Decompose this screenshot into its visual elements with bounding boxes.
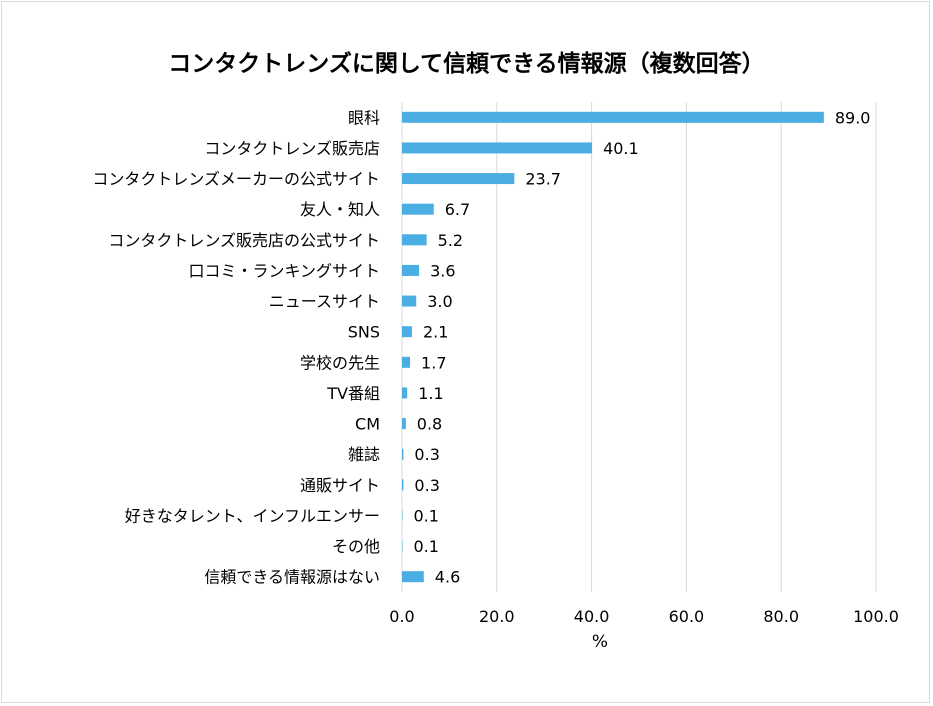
category-label: CM [355,415,380,434]
x-tick-label: 100.0 [853,607,899,626]
value-label: 3.6 [430,261,455,280]
bar [402,295,417,307]
value-label: 89.0 [835,108,871,127]
x-tick-label: 80.0 [763,607,799,626]
value-label: 1.7 [421,353,446,372]
x-tick-label: 0.0 [389,607,414,626]
value-label: 6.7 [445,200,470,219]
category-label: 口コミ・ランキングサイト [188,261,380,280]
x-tick-label: 20.0 [479,607,515,626]
x-tick-label: 60.0 [669,607,705,626]
bar [402,479,404,491]
value-label: 0.8 [417,415,442,434]
value-label: 0.1 [413,506,438,525]
bar [402,571,424,583]
category-label: 通販サイト [300,476,380,495]
category-label: 学校の先生 [300,353,380,372]
category-label: 友人・知人 [300,200,380,219]
x-tick-label: 40.0 [574,607,610,626]
category-label: 信頼できる情報源はない [204,568,380,587]
category-label: その他 [332,537,380,556]
category-label: 眼科 [348,108,380,127]
value-label: 5.2 [438,231,463,250]
category-label: 好きなタレント、インフルエンサー [125,506,380,525]
category-label: TV番組 [326,384,380,403]
category-label: ニュースサイト [269,292,380,311]
bar [402,356,411,368]
category-label: コンタクトレンズメーカーの公式サイト [92,170,380,189]
value-label: 0.3 [414,445,439,464]
category-label: 雑誌 [348,445,380,464]
value-label: 1.1 [418,384,443,403]
bar [402,326,412,338]
bar [402,234,427,246]
value-label: 0.3 [414,476,439,495]
chart-title: コンタクトレンズに関して信頼できる情報源（複数回答） [168,51,765,77]
bar [402,111,824,123]
bar [402,173,515,185]
value-label: 4.6 [435,568,460,587]
value-label: 23.7 [525,170,561,189]
value-label: 40.1 [603,139,639,158]
value-label: 3.0 [427,292,452,311]
bar [402,203,434,215]
bar [402,387,408,399]
category-label: コンタクトレンズ販売店の公式サイト [108,231,380,250]
bar [402,448,404,460]
category-label: SNS [348,323,380,342]
value-label: 2.1 [423,323,448,342]
bar [402,264,420,276]
bar [402,418,406,430]
bar [402,142,593,154]
x-axis-title: % [591,632,609,652]
category-label: コンタクトレンズ販売店 [204,139,380,158]
value-label: 0.1 [413,537,438,556]
